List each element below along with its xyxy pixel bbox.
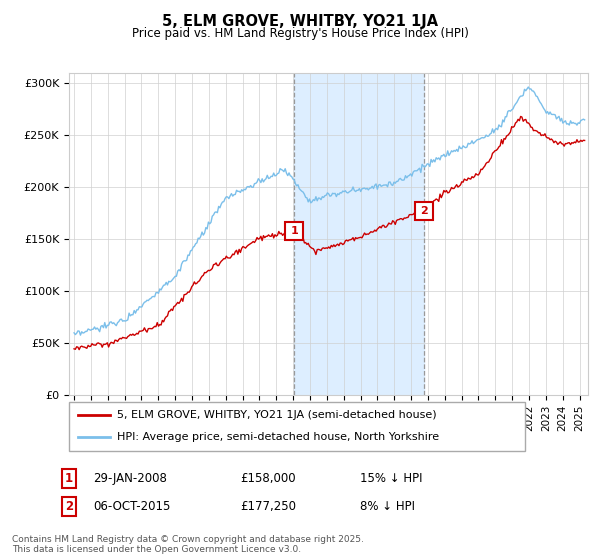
Text: 5, ELM GROVE, WHITBY, YO21 1JA: 5, ELM GROVE, WHITBY, YO21 1JA bbox=[162, 14, 438, 29]
Text: Contains HM Land Registry data © Crown copyright and database right 2025.
This d: Contains HM Land Registry data © Crown c… bbox=[12, 535, 364, 554]
Text: HPI: Average price, semi-detached house, North Yorkshire: HPI: Average price, semi-detached house,… bbox=[117, 432, 439, 442]
Text: 29-JAN-2008: 29-JAN-2008 bbox=[93, 472, 167, 486]
Text: 2: 2 bbox=[65, 500, 73, 514]
Text: 15% ↓ HPI: 15% ↓ HPI bbox=[360, 472, 422, 486]
Text: 1: 1 bbox=[65, 472, 73, 486]
Text: £158,000: £158,000 bbox=[240, 472, 296, 486]
FancyBboxPatch shape bbox=[69, 402, 525, 451]
Text: 8% ↓ HPI: 8% ↓ HPI bbox=[360, 500, 415, 514]
Text: 2: 2 bbox=[420, 206, 428, 216]
Text: £177,250: £177,250 bbox=[240, 500, 296, 514]
Bar bbox=[295, 73, 424, 395]
Text: 06-OCT-2015: 06-OCT-2015 bbox=[93, 500, 170, 514]
Text: 1: 1 bbox=[290, 226, 298, 236]
Text: Price paid vs. HM Land Registry's House Price Index (HPI): Price paid vs. HM Land Registry's House … bbox=[131, 27, 469, 40]
Text: 5, ELM GROVE, WHITBY, YO21 1JA (semi-detached house): 5, ELM GROVE, WHITBY, YO21 1JA (semi-det… bbox=[117, 410, 437, 421]
